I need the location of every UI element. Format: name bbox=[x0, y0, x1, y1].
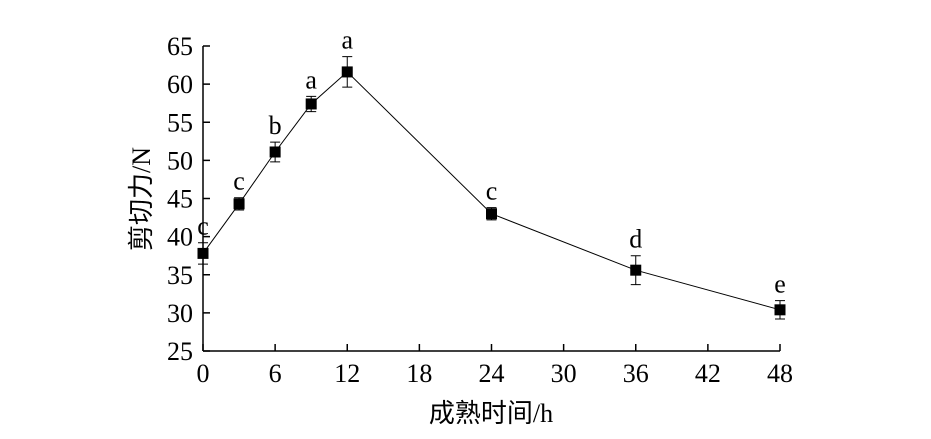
significance-letter: c bbox=[197, 212, 209, 241]
y-tick-label: 65 bbox=[167, 32, 193, 61]
y-tick-label: 40 bbox=[167, 223, 193, 252]
x-tick-label: 18 bbox=[406, 359, 432, 388]
significance-letter: d bbox=[629, 225, 642, 254]
marker bbox=[630, 264, 642, 276]
marker bbox=[233, 198, 245, 210]
x-tick-label: 36 bbox=[623, 359, 649, 388]
x-tick-label: 6 bbox=[269, 359, 282, 388]
y-tick-label: 55 bbox=[167, 108, 193, 137]
significance-letter: c bbox=[486, 177, 498, 206]
data-line bbox=[202, 71, 781, 311]
significance-letter: b bbox=[269, 111, 282, 140]
x-axis-label: 成熟时间/h bbox=[429, 399, 553, 428]
significance-letter: a bbox=[341, 26, 353, 55]
marker bbox=[774, 304, 786, 316]
marker bbox=[269, 146, 281, 158]
x-tick-label: 48 bbox=[767, 359, 793, 388]
x-tick-label: 0 bbox=[197, 359, 210, 388]
significance-letter: c bbox=[233, 167, 245, 196]
marker bbox=[197, 247, 209, 259]
y-tick-label: 45 bbox=[167, 185, 193, 214]
y-tick-label: 50 bbox=[167, 146, 193, 175]
marker bbox=[341, 66, 353, 78]
y-tick-label: 60 bbox=[167, 70, 193, 99]
y-tick-label: 30 bbox=[167, 299, 193, 328]
x-tick-label: 12 bbox=[334, 359, 360, 388]
y-tick-label: 35 bbox=[167, 261, 193, 290]
x-tick-label: 24 bbox=[479, 359, 505, 388]
x-tick-label: 42 bbox=[695, 359, 721, 388]
significance-letter: e bbox=[774, 270, 786, 299]
marker bbox=[305, 98, 317, 110]
x-tick-label: 30 bbox=[551, 359, 577, 388]
marker bbox=[486, 208, 497, 220]
significance-letter: a bbox=[305, 65, 317, 94]
y-tick-label: 25 bbox=[167, 337, 193, 366]
y-axis-label: 剪切力/N bbox=[127, 147, 156, 251]
